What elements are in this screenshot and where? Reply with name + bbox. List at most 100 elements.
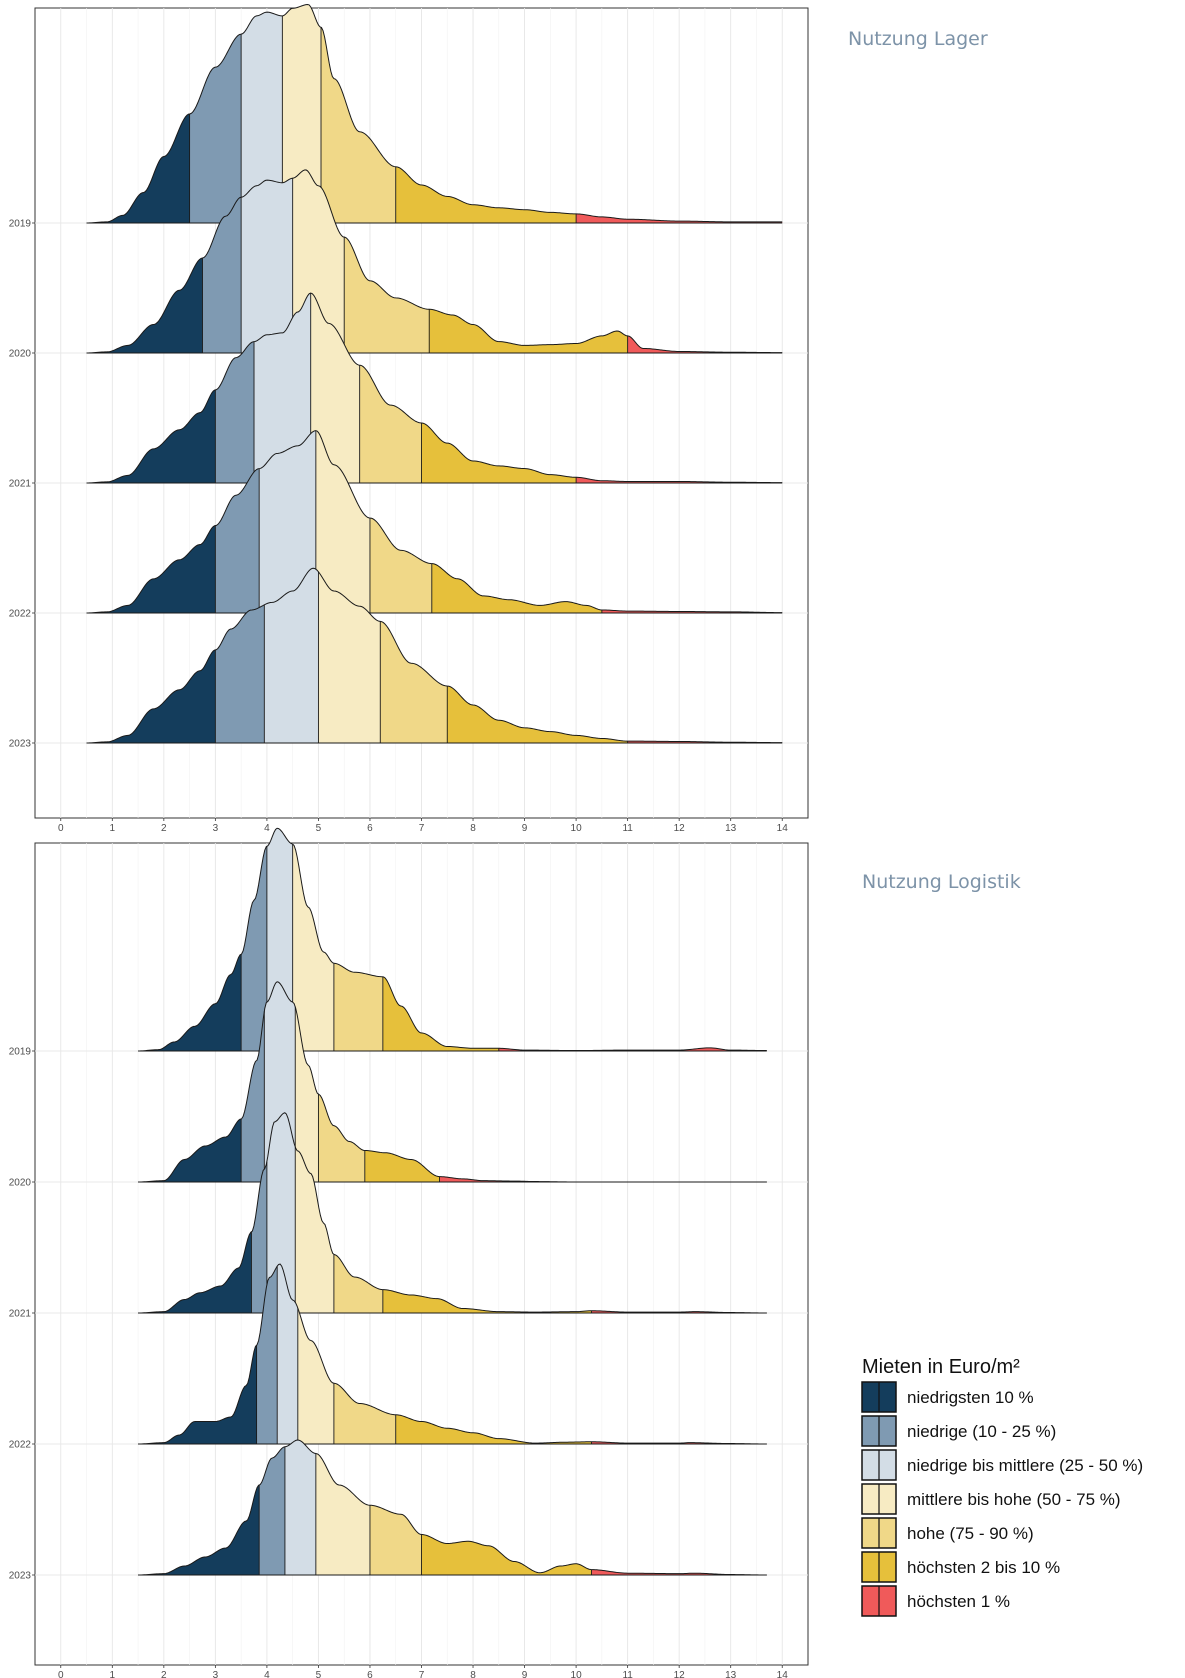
ridge-segment-q1 — [138, 1119, 242, 1182]
y-tick-label: 2021 — [9, 479, 32, 490]
ridge-segment-q6 — [447, 686, 628, 743]
x-tick-label: 12 — [674, 1670, 686, 1678]
ridge-segment-q5 — [344, 237, 430, 353]
x-tick-label: 2 — [161, 823, 167, 834]
ridge-outline — [138, 1439, 767, 1576]
legend-label: mittlere bis hohe (50 - 75 %) — [907, 1490, 1121, 1509]
ridge-outline — [86, 169, 783, 354]
ridge-segment-q6 — [429, 309, 628, 353]
ridge-2019 — [86, 4, 783, 224]
legend-item: hohe (75 - 90 %) — [861, 1517, 1034, 1549]
ridge-segment-q6 — [431, 563, 602, 613]
x-tick-label: 5 — [316, 823, 322, 834]
panel-title-logistik: Nutzung Logistik — [862, 871, 1021, 893]
legend-title: Mieten in Euro/m² — [862, 1356, 1020, 1378]
ridge-segment-q2 — [241, 846, 267, 1051]
legend-label: niedrige (10 - 25 %) — [907, 1422, 1056, 1441]
ridge-segment-q3 — [259, 430, 316, 613]
x-tick-label: 13 — [725, 1670, 737, 1678]
ridge-segment-q7 — [627, 335, 783, 353]
ridge-segment-q5 — [359, 365, 422, 483]
legend-item: höchsten 2 bis 10 % — [861, 1551, 1060, 1583]
ridge-segment-q5 — [321, 27, 396, 223]
ridge-segment-q4 — [295, 1006, 319, 1182]
ridge-segment-q4 — [295, 1147, 334, 1313]
ridge-segment-q3 — [254, 293, 311, 483]
ridge-outline — [138, 1112, 767, 1314]
x-tick-label: 14 — [777, 1670, 789, 1678]
ridge-outline — [138, 827, 767, 1052]
x-tick-label: 12 — [674, 823, 686, 834]
legend-item: niedrige bis mittlere (25 - 50 %) — [861, 1449, 1143, 1481]
x-tick-label: 1 — [110, 823, 116, 834]
x-tick-label: 4 — [264, 823, 270, 834]
legend-item: mittlere bis hohe (50 - 75 %) — [861, 1483, 1121, 1515]
ridge-segment-q5 — [333, 1383, 396, 1444]
ridge-segment-q4 — [282, 4, 322, 223]
x-tick-label: 10 — [571, 1670, 583, 1678]
x-tick-label: 5 — [316, 1670, 322, 1678]
ridge-segment-q3 — [277, 1264, 298, 1444]
ridge-segment-q3 — [284, 1440, 316, 1575]
ridge-segment-q2 — [202, 197, 242, 353]
ridge-2021 — [138, 1112, 767, 1314]
ridge-segment-q6 — [421, 422, 577, 483]
ridge-segment-q2 — [215, 341, 255, 483]
x-tick-label: 0 — [58, 1670, 64, 1678]
x-tick-label: 1 — [110, 1670, 116, 1678]
ridge-segment-q4 — [297, 1308, 334, 1444]
ridge-segment-q6 — [395, 1414, 592, 1444]
ridge-segment-q3 — [241, 12, 283, 224]
y-tick-label: 2020 — [9, 1178, 32, 1189]
legend-item: niedrigsten 10 % — [861, 1381, 1034, 1413]
ridge-segment-q5 — [333, 963, 383, 1051]
x-tick-label: 8 — [470, 1670, 476, 1678]
legend: Mieten in Euro/m² niedrigsten 10 % niedri… — [861, 1356, 1143, 1617]
legend-label: höchsten 2 bis 10 % — [907, 1558, 1060, 1577]
ridge-segment-q3 — [264, 568, 319, 743]
ridge-outline — [138, 1263, 767, 1445]
ridge-segment-q2 — [259, 1446, 285, 1575]
ridge-segment-q3 — [266, 1112, 296, 1313]
ridge-segment-q2 — [241, 1011, 265, 1182]
ridge-segment-q4 — [310, 293, 360, 483]
y-tick-label: 2019 — [9, 1047, 32, 1058]
ridge-segment-q6 — [382, 976, 499, 1051]
ridge-segment-q4 — [318, 571, 381, 743]
x-tick-label: 9 — [522, 823, 528, 834]
x-tick-label: 7 — [419, 823, 425, 834]
x-tick-label: 7 — [419, 1670, 425, 1678]
ridge-segment-q6 — [382, 1289, 592, 1313]
legend-item: niedrige (10 - 25 %) — [861, 1415, 1056, 1447]
ridge-segment-q4 — [315, 1453, 370, 1575]
ridge-segment-q5 — [369, 518, 432, 613]
y-tick-label: 2022 — [9, 1440, 32, 1451]
x-tick-label: 14 — [777, 823, 789, 834]
panel-title-lager: Nutzung Lager — [848, 28, 988, 50]
ridge-segment-q2 — [251, 1161, 267, 1313]
ridge-segment-q4 — [292, 844, 334, 1051]
ridge-segment-q3 — [241, 178, 293, 353]
x-tick-label: 4 — [264, 1670, 270, 1678]
ridge-segment-q1 — [86, 389, 216, 483]
y-tick-label: 2023 — [9, 739, 32, 750]
legend-label: niedrige bis mittlere (25 - 50 %) — [907, 1456, 1143, 1475]
ridge-segment-q2 — [215, 468, 260, 613]
legend-item: höchsten 1 % — [861, 1585, 1010, 1617]
ridge-segment-q5 — [318, 1094, 365, 1182]
y-tick-label: 2023 — [9, 1571, 32, 1582]
x-tick-label: 13 — [725, 823, 737, 834]
ridge-segment-q6 — [364, 1150, 440, 1182]
x-tick-label: 6 — [367, 1670, 373, 1678]
ridge-2023 — [138, 1439, 767, 1576]
ridge-outline — [86, 430, 783, 614]
y-tick-label: 2019 — [9, 219, 32, 230]
x-tick-label: 11 — [622, 1670, 633, 1678]
ridge-outline — [86, 567, 783, 744]
ridge-segment-q2 — [256, 1266, 278, 1444]
legend-label: höchsten 1 % — [907, 1592, 1010, 1611]
ridge-segment-q1 — [86, 525, 216, 613]
